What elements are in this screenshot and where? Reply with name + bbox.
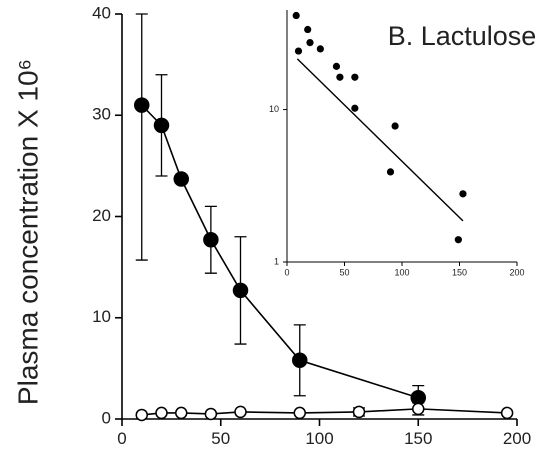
- x-tick-label: 150: [452, 268, 467, 278]
- y-tick-label: 10: [92, 307, 111, 326]
- data-point: [459, 190, 467, 198]
- y-tick-label: 40: [92, 3, 111, 22]
- y-tick-label: 0: [102, 408, 111, 427]
- data-point: [304, 25, 312, 34]
- data-point: [391, 122, 399, 130]
- data-point: [234, 405, 247, 419]
- y-tick-label: 20: [92, 206, 111, 225]
- inset-annotation: B. Lactulose: [388, 21, 537, 51]
- data-point: [155, 406, 168, 420]
- series-line: [141, 104, 419, 399]
- y-axis-label: Plasma concentration X 10⁶: [12, 59, 43, 405]
- series-line: [141, 408, 508, 416]
- data-point: [412, 402, 425, 416]
- fit-line: [296, 58, 464, 222]
- y-tick-label: 30: [92, 105, 111, 124]
- data-point: [454, 236, 462, 244]
- data-point: [135, 408, 148, 422]
- data-point: [306, 39, 314, 47]
- x-tick-label: 50: [211, 429, 230, 448]
- data-point: [336, 73, 344, 81]
- data-point: [173, 171, 189, 187]
- data-point: [294, 47, 303, 55]
- data-point: [352, 405, 366, 419]
- x-tick-label: 100: [305, 429, 333, 448]
- data-point: [293, 406, 306, 420]
- data-point: [232, 282, 249, 299]
- data-point: [203, 232, 219, 248]
- error-bar: [135, 13, 148, 261]
- data-point: [386, 168, 395, 176]
- data-point: [500, 406, 514, 420]
- y-tick-label: 10: [269, 104, 279, 114]
- x-tick-label: 150: [404, 429, 432, 448]
- data-point: [134, 97, 150, 113]
- data-point: [153, 117, 170, 134]
- x-tick-label: 200: [503, 429, 531, 448]
- data-point: [175, 406, 188, 420]
- x-tick-label: 100: [394, 268, 409, 278]
- x-tick-label: 0: [284, 268, 289, 278]
- x-tick-label: 0: [117, 429, 126, 448]
- data-point: [351, 73, 359, 81]
- data-point: [332, 62, 341, 70]
- data-point: [292, 352, 308, 369]
- y-tick-label: 1: [274, 256, 279, 266]
- data-point: [316, 45, 324, 53]
- data-point: [204, 407, 218, 421]
- data-point: [351, 104, 359, 112]
- x-tick-label: 200: [509, 268, 524, 278]
- data-point: [292, 11, 300, 20]
- x-tick-label: 50: [339, 268, 349, 278]
